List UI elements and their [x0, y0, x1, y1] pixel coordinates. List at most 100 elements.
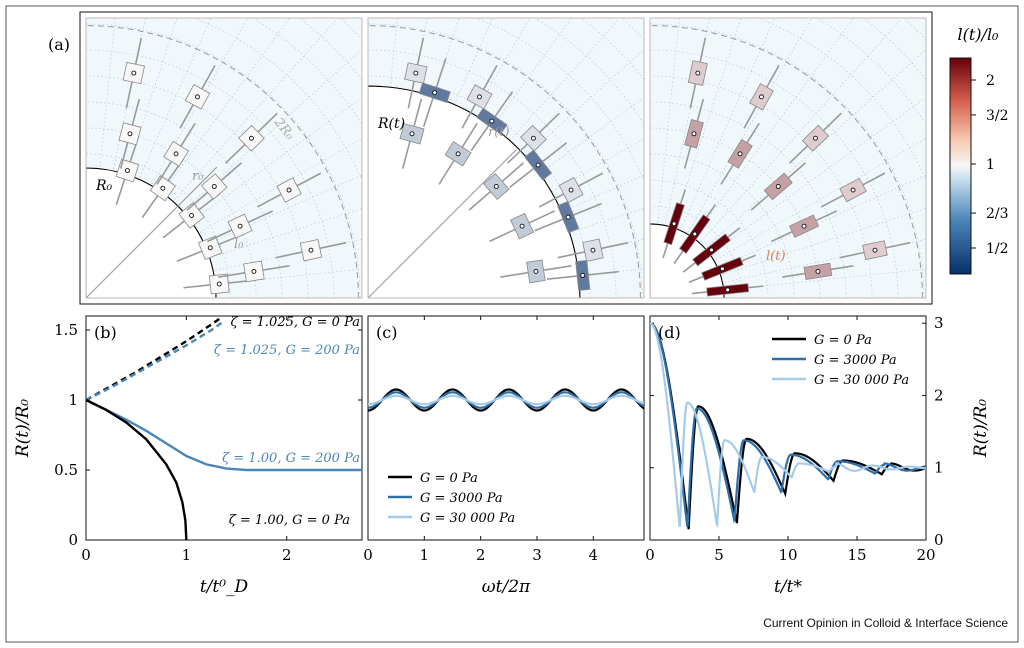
material-element [782, 262, 854, 281]
grid-arc [650, 205, 743, 298]
element-center [533, 268, 539, 274]
element-center [160, 185, 166, 191]
subpanel-border [367, 17, 645, 299]
panel-b: 0 1 2 0 0.5 1 1.5 (b) t/t⁰_D R(t)/R₀ ζ = 1.025, G … [13, 315, 363, 597]
x-axis-label: ωt/2π [482, 577, 531, 597]
material-element [788, 112, 842, 164]
grid-arc [650, 49, 899, 298]
outer-radius-arc [650, 25, 923, 298]
annotation: ζ = 1.025, G = 200 Pa [214, 343, 360, 358]
colorbar-tick-label: 2 [986, 73, 995, 89]
material-element [688, 254, 757, 283]
element-center [580, 272, 586, 278]
element-center [850, 187, 856, 193]
axes-frame [649, 315, 927, 541]
element-center [759, 94, 764, 100]
label-Rt: R(t) [377, 116, 405, 132]
axes-frame [367, 315, 645, 541]
element-center [872, 247, 878, 253]
element-center [691, 131, 697, 137]
panel-label: (b) [94, 323, 117, 342]
x-tick-label: 0 [363, 546, 373, 564]
element-center [413, 70, 419, 76]
element-center [489, 118, 495, 124]
subpanel-2 [368, 18, 644, 298]
colorbar-tick-label: 1 [986, 157, 995, 173]
material-element [404, 37, 428, 109]
element-center [719, 266, 725, 272]
material-element [224, 112, 278, 164]
journal-credit: Current Opinion in Colloid & Interface S… [763, 616, 1008, 630]
material-element [183, 273, 256, 295]
x-tick-label: 4 [589, 546, 599, 564]
element-center [671, 221, 677, 227]
series-line [86, 322, 223, 402]
material-element [682, 227, 741, 273]
legend: G = 0 Pa G = 3000 Pa G = 30 000 Pa [388, 471, 515, 526]
series-line [650, 322, 926, 529]
outer-radius-arc [86, 25, 359, 298]
panel-label: (d) [658, 323, 681, 342]
figure-frame [5, 5, 1019, 643]
element-center [590, 247, 596, 253]
material-element [115, 136, 140, 206]
material-element [218, 260, 290, 283]
label-R0: R₀ [95, 178, 113, 194]
material-element [743, 64, 780, 129]
colorbar-gradient [949, 57, 972, 275]
material-element [673, 204, 717, 264]
material-element [399, 98, 425, 169]
material-element [509, 142, 567, 188]
x-tick-label: 5 [714, 546, 724, 564]
material-element [557, 238, 629, 262]
y-tick-label: 2 [934, 386, 944, 404]
panel-label: (c) [376, 323, 397, 342]
element-center [251, 268, 257, 274]
x-tick-label: 2 [282, 546, 292, 564]
material-element [162, 192, 221, 239]
annotation: ζ = 1.00, G = 0 Pa [229, 513, 350, 528]
element-center [216, 281, 222, 287]
element-center [568, 187, 574, 193]
element-center [131, 70, 137, 76]
panel-c: 0 1 2 3 4 (c) ωt/2π G = 0 Pa G = 3000 Pa G = 30 0… [363, 315, 645, 597]
material-element [538, 172, 604, 208]
legend-label: G = 30 000 Pa [420, 511, 515, 526]
legend-label: G = 30 000 Pa [814, 373, 909, 388]
element-center [124, 168, 130, 174]
radius-vector [368, 149, 517, 298]
element-center [207, 245, 213, 251]
x-axis-label: t/t* [774, 577, 802, 597]
y-tick-label: 0 [68, 531, 78, 549]
y-tick-label: 0.5 [54, 461, 78, 479]
y-axis-label: R(t)/R₀ [13, 399, 33, 458]
element-center [535, 162, 541, 168]
colorbar-tick-label: 1/2 [986, 241, 1009, 257]
series-group [368, 388, 644, 412]
series-group [86, 316, 362, 540]
material-element [186, 162, 242, 211]
grid-arc [650, 153, 795, 298]
x-tick-label: 20 [916, 546, 935, 564]
material-element [820, 172, 886, 208]
grid-arc [650, 179, 769, 298]
grid-arc [621, 18, 644, 41]
outer-radius-arc [368, 25, 641, 298]
grid-arc [862, 18, 926, 81]
series-line [368, 394, 644, 406]
x-tick-label: 15 [847, 546, 866, 564]
material-element [468, 162, 524, 211]
x-tick-label: 2 [476, 546, 486, 564]
material-element [176, 233, 244, 263]
material-element [438, 122, 478, 185]
element-center [709, 247, 714, 253]
annotation: ζ = 1.00, G = 200 Pa [222, 451, 360, 466]
x-tick-label: 1 [182, 546, 192, 564]
y-tick-label: 1 [934, 459, 944, 477]
label-r0: r₀ [192, 169, 204, 184]
element-center [432, 90, 438, 96]
element-center [801, 223, 807, 229]
material-element [771, 210, 838, 243]
